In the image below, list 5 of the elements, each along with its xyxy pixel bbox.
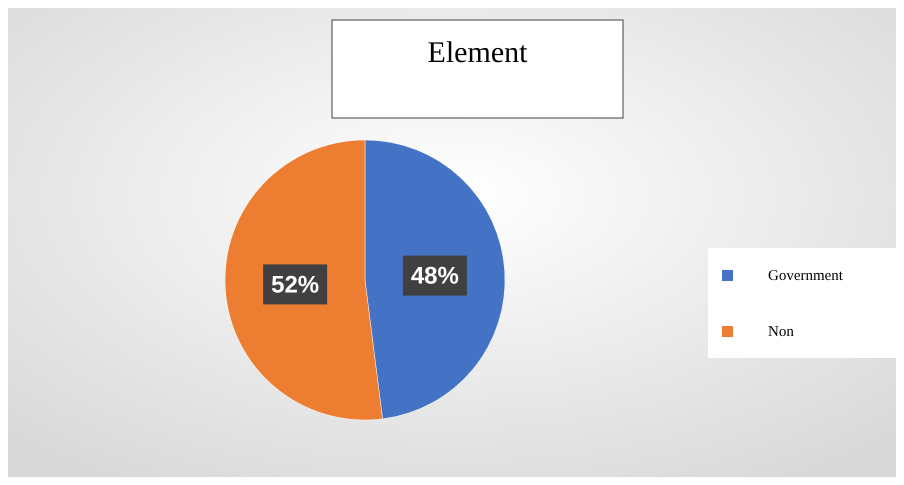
data-label: 48% [410, 262, 459, 290]
data-label: 52% [271, 271, 320, 298]
legend-label: Non [768, 324, 794, 340]
chart-title: Element [428, 36, 528, 69]
legend-label: Government [768, 268, 844, 284]
